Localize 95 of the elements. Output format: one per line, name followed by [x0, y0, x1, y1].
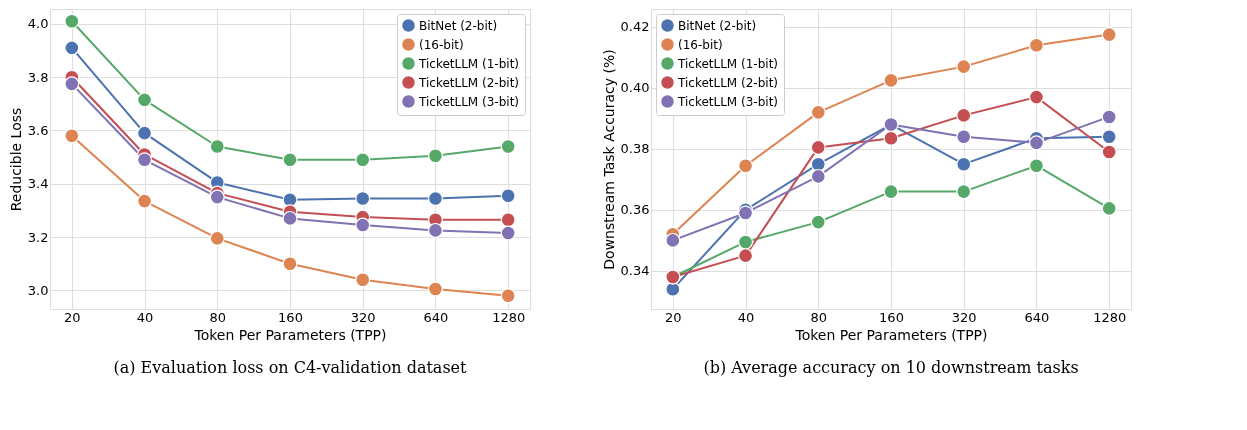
- point: [427, 281, 443, 297]
- point: [500, 139, 516, 154]
- point: [355, 152, 371, 168]
- point: [209, 230, 225, 246]
- point: [137, 125, 153, 141]
- x-tick-label: 320: [951, 309, 977, 325]
- point: [883, 72, 899, 88]
- point: [137, 193, 153, 209]
- x-tick-label: 40: [737, 309, 755, 325]
- point: [64, 40, 80, 56]
- point: [883, 184, 899, 200]
- y-axis-title: Downstream Task Accuracy (%): [600, 49, 617, 270]
- point: [64, 76, 80, 92]
- point: [956, 129, 972, 145]
- point: [64, 128, 80, 144]
- legend-label: TicketLLM (1-bit): [418, 56, 520, 71]
- point: [810, 214, 826, 230]
- point: [282, 152, 298, 168]
- text: (b) Average accuracy on 10 downstream tasks: [703, 358, 1079, 377]
- legend-label: BitNet (2-bit): [678, 18, 757, 33]
- y-tick-label: 4.0: [27, 16, 49, 32]
- legend-label: (16-bit): [419, 37, 464, 52]
- point: [1101, 109, 1117, 125]
- point: [427, 222, 443, 238]
- legend-label: (16-bit): [678, 37, 723, 52]
- y-tick-label: 0.38: [620, 141, 650, 157]
- point: [738, 234, 754, 250]
- point: [355, 272, 371, 288]
- x-tick-label: 80: [810, 309, 828, 325]
- point: [883, 130, 899, 146]
- point: [738, 158, 754, 174]
- x-tick-label: 1280: [492, 309, 526, 325]
- point: [427, 190, 443, 206]
- point: [665, 232, 681, 248]
- point: [956, 59, 972, 75]
- point: [137, 152, 153, 168]
- x-tick-label: 640: [1024, 309, 1050, 325]
- legend-label: TicketLLM (2-bit): [418, 75, 520, 90]
- y-tick-label: 3.0: [27, 282, 49, 298]
- text: (a) Evaluation loss on C4-validation dataset: [113, 358, 468, 377]
- point: [500, 212, 516, 228]
- x-tick-label: 1280: [1093, 309, 1127, 325]
- point: [1101, 129, 1117, 145]
- y-tick-label: 3.4: [27, 176, 49, 192]
- point: [956, 156, 972, 172]
- point: [956, 107, 972, 123]
- point: [137, 92, 153, 108]
- x-tick-label: 640: [423, 309, 449, 325]
- x-tick-label: 160: [879, 309, 904, 325]
- point: [355, 190, 371, 206]
- point: [665, 281, 681, 297]
- point: [1101, 200, 1117, 216]
- x-tick-label: 20: [665, 309, 682, 325]
- point: [1101, 27, 1117, 43]
- point: [1028, 135, 1044, 151]
- point: [282, 210, 298, 226]
- y-tick-label: 0.42: [620, 19, 650, 35]
- y-axis-title: Reducible Loss: [7, 107, 24, 212]
- point: [355, 217, 371, 233]
- y-tick-label: 0.34: [620, 263, 650, 279]
- x-tick-label: 320: [350, 309, 376, 325]
- y-tick-label: 3.2: [27, 229, 49, 245]
- point: [738, 248, 754, 264]
- x-axis-title: Token Per Parameters (TPP): [794, 326, 988, 343]
- point: [810, 139, 826, 155]
- point: [500, 288, 516, 304]
- legend-label: BitNet (2-bit): [419, 18, 498, 33]
- point: [209, 139, 225, 154]
- legend-label: TicketLLM (3-bit): [677, 94, 779, 109]
- x-tick-label: 160: [278, 309, 303, 325]
- y-tick-label: 3.8: [27, 69, 49, 85]
- x-axis-title: Token Per Parameters (TPP): [193, 326, 387, 343]
- point: [209, 189, 225, 205]
- x-tick-label: 80: [209, 309, 227, 325]
- point: [1028, 89, 1044, 105]
- point: [64, 13, 80, 29]
- point: [810, 104, 826, 120]
- y-tick-label: 0.40: [620, 80, 650, 96]
- point: [1101, 144, 1117, 160]
- point: [427, 148, 443, 164]
- point: [1028, 37, 1044, 53]
- legend-label: TicketLLM (2-bit): [677, 75, 779, 90]
- y-tick-label: 0.36: [620, 202, 650, 218]
- x-tick-label: 40: [136, 309, 154, 325]
- point: [810, 168, 826, 184]
- y-tick-label: 3.6: [27, 122, 49, 138]
- point: [810, 156, 826, 172]
- point: [500, 188, 516, 204]
- legend-label: TicketLLM (3-bit): [418, 94, 520, 109]
- x-tick-label: 20: [64, 309, 81, 325]
- point: [500, 225, 516, 241]
- legend-label: TicketLLM (1-bit): [677, 56, 779, 71]
- point: [1028, 158, 1044, 174]
- point: [956, 184, 972, 200]
- point: [282, 256, 298, 272]
